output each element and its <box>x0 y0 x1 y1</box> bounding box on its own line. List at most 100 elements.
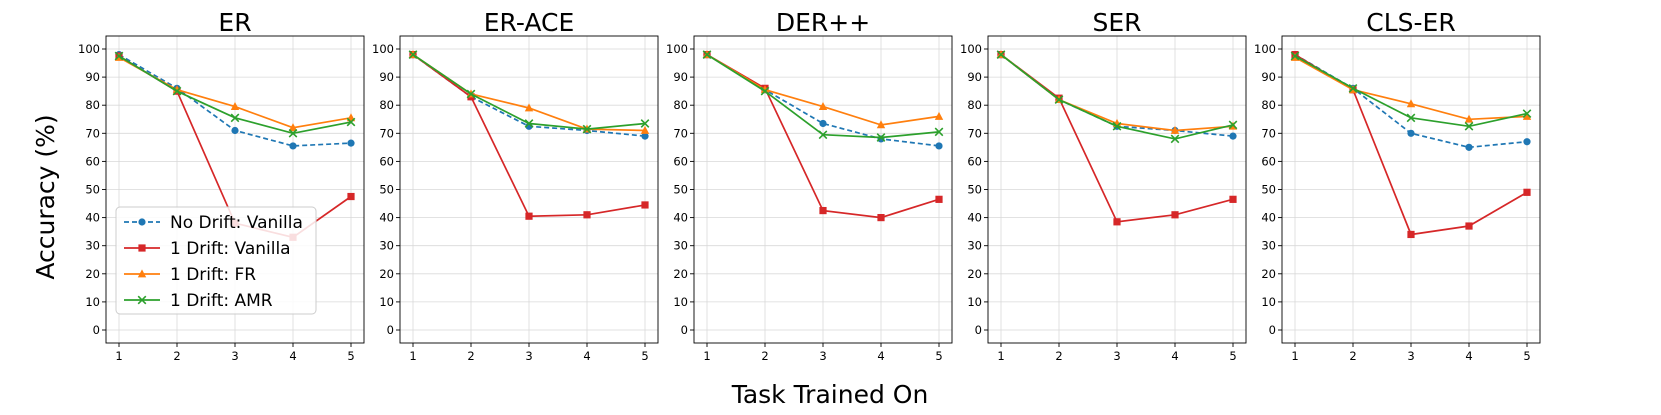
y-tick-label: 30 <box>379 239 394 253</box>
data-point <box>1406 99 1416 108</box>
y-tick-label: 70 <box>967 126 982 140</box>
x-tick-label: 4 <box>877 349 884 363</box>
panel-title: SER <box>1092 8 1141 37</box>
data-point <box>1406 113 1416 123</box>
data-point <box>934 111 944 120</box>
y-tick-label: 20 <box>85 267 100 281</box>
data-point <box>702 50 712 59</box>
x-tick-label: 4 <box>583 349 590 363</box>
x-tick-label: 2 <box>1055 349 1062 363</box>
data-point <box>1407 230 1415 239</box>
series-1-drift-amr <box>408 50 650 134</box>
legend-entry-no-drift-vanilla: No Drift: Vanilla <box>124 213 303 233</box>
y-tick-label: 20 <box>379 267 394 281</box>
data-point <box>876 133 886 142</box>
panel-er-ace: 0 10 20 30 40 50 60 70 80 90 100 1 2 3 4 5 ER-ACE <box>372 8 659 363</box>
y-tick-label: 40 <box>85 211 100 225</box>
data-point <box>1229 195 1237 203</box>
data-point <box>760 86 770 96</box>
data-point <box>1113 218 1121 226</box>
y-tick-label: 70 <box>379 126 394 140</box>
data-point <box>347 192 355 201</box>
y-tick-label: 90 <box>85 70 100 84</box>
panel-title: ER <box>218 8 251 37</box>
x-tick-label: 2 <box>1349 349 1356 363</box>
x-tick-label: 1 <box>703 349 710 363</box>
x-tick-label: 5 <box>1523 349 1530 363</box>
data-point <box>1523 188 1531 196</box>
data-point <box>582 124 592 134</box>
x-tick-label: 5 <box>641 349 648 363</box>
data-point <box>818 102 828 111</box>
y-tick-label: 40 <box>673 211 688 225</box>
y-tick-label: 100 <box>666 42 688 56</box>
data-point <box>114 51 124 61</box>
panel-ser: 0 10 20 30 40 50 60 70 80 90 100 1 2 3 4 5 SER <box>960 8 1247 363</box>
panel-title: CLS-ER <box>1366 8 1455 37</box>
x-tick-label: 2 <box>467 349 474 363</box>
x-tick-label: 3 <box>1407 349 1414 363</box>
y-tick-label: 100 <box>960 42 982 56</box>
data-point <box>289 142 297 150</box>
y-tick-label: 10 <box>85 295 100 309</box>
data-point <box>1348 83 1358 93</box>
y-tick-label: 40 <box>967 211 982 225</box>
data-point <box>288 128 298 138</box>
data-point <box>996 50 1006 59</box>
y-tick-label: 50 <box>673 183 688 197</box>
y-tick-label: 10 <box>1261 295 1276 309</box>
y-tick-label: 30 <box>967 239 982 253</box>
data-point <box>1171 211 1179 219</box>
x-tick-label: 1 <box>409 349 416 363</box>
data-point <box>172 86 182 96</box>
y-tick-label: 50 <box>1261 183 1276 197</box>
y-tick-label: 0 <box>681 323 688 337</box>
x-tick-label: 4 <box>1465 349 1472 363</box>
data-point <box>1522 111 1532 120</box>
y-tick-label: 60 <box>379 154 394 168</box>
data-point <box>524 103 534 112</box>
x-tick-label: 4 <box>289 349 296 363</box>
y-tick-label: 70 <box>673 126 688 140</box>
panel-der: 0 10 20 30 40 50 60 70 80 90 100 1 2 3 4 5 DER++ <box>666 8 953 363</box>
y-tick-label: 60 <box>673 154 688 168</box>
y-tick-label: 100 <box>78 42 100 56</box>
legend-label: 1 Drift: Vanilla <box>170 239 291 259</box>
y-tick-label: 0 <box>975 323 982 337</box>
data-point <box>288 123 298 132</box>
data-point <box>408 50 418 59</box>
y-tick-label: 90 <box>379 70 394 84</box>
legend-marker <box>137 295 147 305</box>
y-tick-label: 80 <box>1261 98 1276 112</box>
legend: No Drift: Vanilla 1 Drift: Vanilla 1 Drift… <box>115 206 317 315</box>
data-point <box>935 142 943 150</box>
y-tick-label: 100 <box>1254 42 1276 56</box>
y-tick-label: 60 <box>85 154 100 168</box>
y-tick-label: 0 <box>93 323 100 337</box>
data-point <box>640 119 650 128</box>
data-point <box>1464 121 1474 131</box>
y-tick-label: 10 <box>967 295 982 309</box>
legend-entry-1-drift-amr: 1 Drift: AMR <box>124 291 273 311</box>
data-point <box>818 130 828 140</box>
y-tick-label: 80 <box>967 98 982 112</box>
y-tick-label: 40 <box>1261 211 1276 225</box>
data-point <box>347 139 355 147</box>
x-tick-label: 1 <box>997 349 1004 363</box>
data-point <box>230 113 240 123</box>
legend-entry-1-drift-fr: 1 Drift: FR <box>124 265 256 285</box>
y-tick-label: 50 <box>967 183 982 197</box>
legend-label: 1 Drift: FR <box>170 265 256 285</box>
x-tick-label: 3 <box>525 349 532 363</box>
data-point <box>231 126 239 135</box>
panel-cls-er: 0 10 20 30 40 50 60 70 80 90 100 1 2 3 4 5 CLS-ER <box>1254 8 1541 363</box>
data-point <box>1112 121 1122 131</box>
legend-entry-1-drift-vanilla: 1 Drift: Vanilla <box>124 239 291 259</box>
data-point <box>935 195 943 203</box>
y-tick-label: 0 <box>387 323 394 337</box>
data-point <box>640 125 650 134</box>
x-tick-label: 5 <box>347 349 354 363</box>
y-tick-label: 70 <box>85 126 100 140</box>
